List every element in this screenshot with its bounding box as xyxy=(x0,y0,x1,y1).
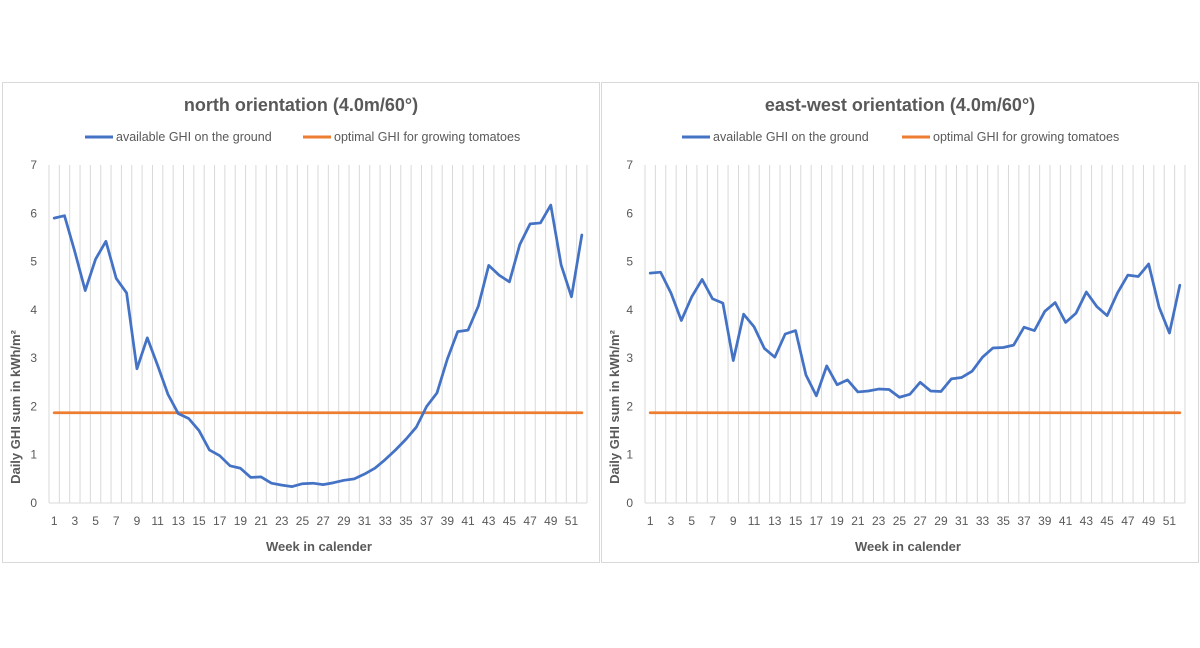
x-tick-label: 5 xyxy=(92,514,99,528)
y-tick-label: 6 xyxy=(30,206,37,220)
x-tick-label: 15 xyxy=(789,514,803,528)
x-tick-label: 45 xyxy=(1100,514,1114,528)
x-tick-label: 27 xyxy=(914,514,928,528)
y-tick-label: 5 xyxy=(626,255,633,269)
x-tick-label: 45 xyxy=(503,514,517,528)
x-tick-label: 25 xyxy=(893,514,907,528)
y-axis-label: Daily GHI sum in kWh/m² xyxy=(607,329,622,484)
x-tick-label: 43 xyxy=(482,514,496,528)
x-tick-label: 31 xyxy=(358,514,372,528)
x-tick-label: 25 xyxy=(296,514,310,528)
x-tick-label: 19 xyxy=(234,514,248,528)
y-tick-label: 3 xyxy=(626,351,633,365)
y-tick-label: 2 xyxy=(30,399,37,413)
x-tick-label: 23 xyxy=(872,514,886,528)
chart-title: east-west orientation (4.0m/60°) xyxy=(765,95,1035,115)
x-axis-label: Week in calender xyxy=(266,539,372,554)
y-tick-label: 3 xyxy=(30,351,37,365)
y-tick-label: 5 xyxy=(30,255,37,269)
x-tick-label: 39 xyxy=(441,514,455,528)
legend-label-available-ghi: available GHI on the ground xyxy=(713,130,869,144)
series-line-available-ghi xyxy=(52,203,584,488)
x-tick-label: 49 xyxy=(1142,514,1156,528)
x-tick-label: 3 xyxy=(72,514,79,528)
x-tick-label: 29 xyxy=(934,514,948,528)
series-lines xyxy=(52,203,584,488)
x-tick-label: 3 xyxy=(668,514,675,528)
x-tick-label: 21 xyxy=(254,514,268,528)
y-tick-label: 0 xyxy=(30,496,37,510)
series-lines xyxy=(648,262,1182,415)
x-tick-label: 31 xyxy=(955,514,969,528)
x-tick-label: 23 xyxy=(275,514,289,528)
series-line-available-ghi xyxy=(648,262,1182,399)
x-tick-label: 35 xyxy=(399,514,413,528)
x-tick-label: 51 xyxy=(1163,514,1177,528)
chart-panel-north: north orientation (4.0m/60°) available G… xyxy=(2,82,600,563)
x-tick-label: 37 xyxy=(420,514,434,528)
x-tick-label: 15 xyxy=(192,514,206,528)
north-orientation-chart: north orientation (4.0m/60°) available G… xyxy=(8,95,588,554)
x-tick-label: 41 xyxy=(1059,514,1073,528)
x-tick-label: 29 xyxy=(337,514,351,528)
y-tick-labels: 0 1 2 3 4 5 6 7 xyxy=(30,158,37,510)
x-tick-label: 41 xyxy=(461,514,475,528)
x-tick-labels: 1 3 5 7 9 11 13 15 17 19 21 23 25 27 29 31 33 35 37 39 41 43 4… xyxy=(647,514,1177,528)
y-tick-label: 0 xyxy=(626,496,633,510)
x-tick-label: 39 xyxy=(1038,514,1052,528)
x-tick-label: 17 xyxy=(810,514,824,528)
x-tick-label: 1 xyxy=(51,514,58,528)
x-tick-label: 51 xyxy=(565,514,579,528)
x-tick-label: 13 xyxy=(768,514,782,528)
x-tick-label: 5 xyxy=(688,514,695,528)
x-tick-label: 47 xyxy=(1121,514,1135,528)
east-west-orientation-chart: east-west orientation (4.0m/60°) availab… xyxy=(607,95,1186,554)
x-axis-label: Week in calender xyxy=(855,539,961,554)
x-tick-label: 43 xyxy=(1080,514,1094,528)
gridlines xyxy=(48,165,588,504)
y-tick-label: 2 xyxy=(626,399,633,413)
x-tick-label: 21 xyxy=(851,514,865,528)
y-tick-label: 1 xyxy=(30,448,37,462)
y-tick-label: 4 xyxy=(30,303,37,317)
y-tick-labels: 0 1 2 3 4 5 6 7 xyxy=(626,158,633,510)
x-tick-label: 7 xyxy=(709,514,716,528)
legend: available GHI on the ground optimal GHI … xyxy=(85,130,520,144)
x-tick-label: 17 xyxy=(213,514,227,528)
y-tick-label: 7 xyxy=(626,158,633,172)
x-tick-label: 9 xyxy=(134,514,141,528)
y-tick-label: 4 xyxy=(626,303,633,317)
legend: available GHI on the ground optimal GHI … xyxy=(682,130,1119,144)
x-tick-label: 9 xyxy=(730,514,737,528)
x-tick-label: 11 xyxy=(748,514,761,528)
legend-label-optimal-ghi: optimal GHI for growing tomatoes xyxy=(933,130,1119,144)
gridlines xyxy=(644,165,1186,504)
y-tick-label: 7 xyxy=(30,158,37,172)
chart-title: north orientation (4.0m/60°) xyxy=(184,95,418,115)
chart-panel-east-west: east-west orientation (4.0m/60°) availab… xyxy=(601,82,1199,563)
x-tick-label: 7 xyxy=(113,514,120,528)
x-tick-label: 49 xyxy=(544,514,558,528)
x-tick-label: 37 xyxy=(1017,514,1031,528)
x-tick-labels: 1 3 5 7 9 11 13 15 17 19 21 23 25 27 29 31 33 35 37 39 41 43 4… xyxy=(51,514,579,528)
x-tick-label: 47 xyxy=(523,514,537,528)
x-tick-label: 27 xyxy=(316,514,330,528)
y-tick-label: 1 xyxy=(626,448,633,462)
x-tick-label: 19 xyxy=(830,514,844,528)
y-axis-label: Daily GHI sum in kWh/m² xyxy=(8,329,23,484)
x-tick-label: 35 xyxy=(997,514,1011,528)
x-tick-label: 1 xyxy=(647,514,654,528)
legend-label-optimal-ghi: optimal GHI for growing tomatoes xyxy=(334,130,520,144)
x-tick-label: 33 xyxy=(976,514,990,528)
x-tick-label: 13 xyxy=(172,514,186,528)
x-tick-label: 11 xyxy=(151,514,164,528)
x-tick-label: 33 xyxy=(379,514,393,528)
legend-label-available-ghi: available GHI on the ground xyxy=(116,130,272,144)
y-tick-label: 6 xyxy=(626,206,633,220)
